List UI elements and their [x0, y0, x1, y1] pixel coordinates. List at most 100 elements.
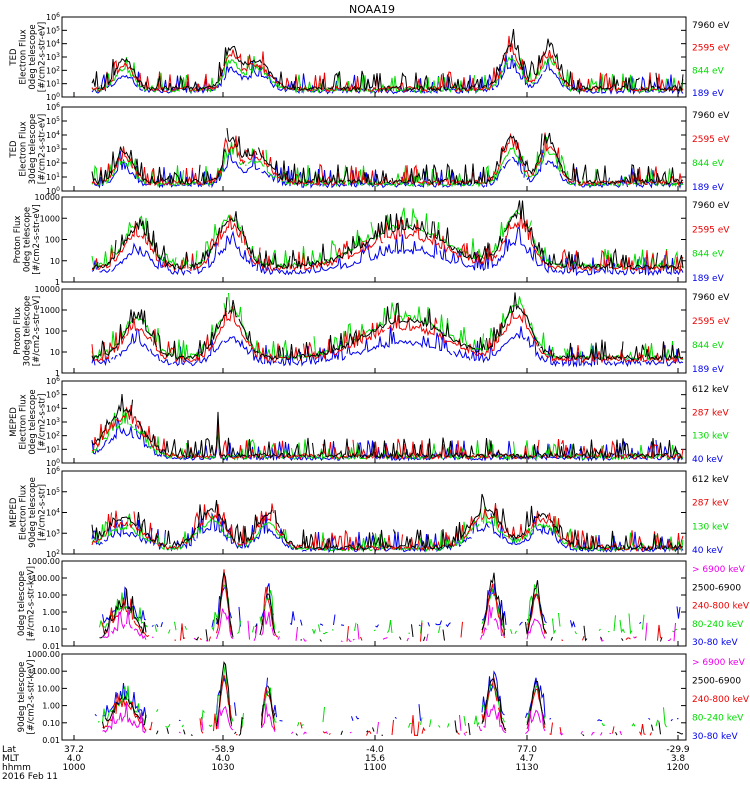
legend-entry: 40 keV: [692, 546, 724, 556]
y-tick-label: 100: [46, 92, 60, 102]
y-axis-label: 0deg telescope: [17, 571, 27, 636]
panel-2: 100 101 102 103 104 105 106 TED Electron Flux 30d…: [9, 102, 730, 196]
series-trace: [91, 136, 684, 188]
series-trace: [91, 132, 684, 187]
y-tick-label: 105: [46, 390, 60, 400]
series-trace: [102, 569, 661, 642]
legend-entry: 7960 eV: [692, 21, 730, 31]
y-tick-label: 10000: [35, 285, 60, 294]
x-tick-label-lat: 77.0: [517, 745, 537, 755]
panel-1: 100 101 102 103 104 105 106 TED Electron Flux 0de…: [9, 12, 730, 102]
y-tick-label: 10: [50, 348, 60, 357]
y-tick-label: 102: [46, 65, 60, 75]
y-tick-label: 105: [46, 116, 60, 126]
y-tick-label: 1: [55, 369, 60, 378]
y-axis-label: TED: [9, 48, 19, 67]
legend-entry: 2500-6900: [692, 583, 741, 593]
series-trace: [91, 211, 684, 273]
footer-date-label: 2016 Feb 11: [2, 772, 58, 782]
series-trace: [91, 29, 684, 93]
y-tick-label: 1.00: [42, 608, 60, 617]
y-axis-label: 0deg telescope: [23, 207, 33, 272]
legend-entry: 287 keV: [692, 499, 729, 509]
y-tick-label: 100: [45, 327, 60, 336]
y-tick-label: 103: [46, 144, 60, 154]
plot-frame: [61, 106, 687, 192]
legend-entry: 30-80 keV: [692, 638, 738, 648]
legend-entry: 189 eV: [692, 365, 725, 375]
series-trace: [95, 672, 682, 721]
y-axis-label: Electron Flux: [19, 121, 29, 176]
y-axis-label: 0deg telescope: [28, 24, 38, 89]
panel-5: 100 101 102 103 104 105 106 MEPED Electron Flux 0…: [9, 376, 729, 468]
y-tick-label: 104: [46, 130, 60, 140]
y-tick-label: 10: [50, 257, 60, 266]
series-trace: [102, 660, 684, 737]
y-tick-label: 101: [46, 172, 60, 182]
y-tick-label: 106: [46, 12, 60, 22]
y-axis-label: 90deg telescope: [28, 477, 38, 548]
y-axis-label: MEPED: [9, 497, 19, 527]
y-tick-label: 0.10: [42, 625, 60, 634]
x-tick-label-mlt: 4.0: [67, 754, 82, 764]
y-axis-label: Proton Flux: [13, 216, 23, 264]
x-tick-label-mlt: 4.0: [216, 754, 231, 764]
y-tick-label: 100: [46, 186, 60, 196]
series-trace: [103, 675, 673, 736]
legend-entry: 612 keV: [692, 475, 729, 485]
y-tick-label: 101: [46, 444, 60, 454]
x-tick-label-hhmm: 1130: [516, 763, 539, 773]
legend-entry: 240-800 keV: [692, 695, 750, 705]
y-tick-label: 0.01: [42, 736, 60, 745]
x-tick-label-lat: -29.9: [666, 745, 690, 755]
y-tick-label: 103: [46, 417, 60, 427]
y-tick-label: 105: [46, 487, 60, 497]
y-axis-label: 30deg telescope: [23, 296, 33, 367]
y-tick-label: 1000: [40, 214, 60, 223]
legend-entry: 7960 eV: [692, 111, 730, 121]
footer-row-label-hhmm: hhmm: [2, 763, 31, 773]
y-axis-label: [#/cm2-s-str-keV]: [27, 566, 37, 641]
series-trace: [103, 703, 681, 735]
chart-title: NOAA19: [349, 3, 395, 16]
series-trace: [91, 292, 684, 362]
series-trace: [91, 200, 684, 271]
y-axis-label: [#/cm2-s-str-eV]: [32, 296, 42, 366]
y-tick-label: 1: [55, 278, 60, 287]
y-tick-label: 100: [46, 458, 60, 468]
y-tick-label: 104: [46, 403, 60, 413]
series-trace: [91, 305, 684, 364]
legend-entry: 189 eV: [692, 274, 725, 284]
series-trace: [91, 493, 684, 552]
series-trace: [91, 407, 684, 461]
y-tick-label: 100.00: [32, 667, 60, 676]
x-tick-label-hhmm: 1100: [364, 763, 387, 773]
x-tick-label-mlt: 4.7: [520, 754, 534, 764]
y-tick-label: 0.01: [42, 642, 60, 651]
y-tick-label: 0.10: [42, 719, 60, 728]
y-tick-label: 104: [46, 508, 60, 518]
plot-frame: [61, 16, 687, 98]
series-trace: [99, 583, 678, 635]
series-trace: [103, 605, 684, 641]
series-trace: [98, 664, 682, 728]
legend-entry: 612 keV: [692, 385, 729, 395]
legend-entry: 30-80 keV: [692, 732, 738, 742]
legend-entry: 130 keV: [692, 522, 729, 532]
y-tick-label: 10.00: [37, 684, 60, 693]
legend-entry: 7960 eV: [692, 201, 730, 211]
legend-entry: 2595 eV: [692, 44, 730, 54]
legend-entry: 844 eV: [692, 159, 725, 169]
footer-row-label-lat: Lat: [2, 745, 17, 755]
legend-entry: > 6900 keV: [692, 565, 746, 575]
x-tick-label-mlt: 3.8: [671, 754, 686, 764]
legend-entry: 844 eV: [692, 250, 725, 260]
y-axis-label: Electron Flux: [19, 394, 29, 449]
y-axis-label: [#/cm2-s-str-keV]: [27, 660, 37, 735]
legend-entry: 80-240 keV: [692, 714, 744, 724]
legend-entry: 80-240 keV: [692, 620, 744, 630]
legend-entry: 2595 eV: [692, 317, 730, 327]
x-tick-label-lat: 37.2: [64, 745, 84, 755]
series-trace: [91, 128, 684, 186]
